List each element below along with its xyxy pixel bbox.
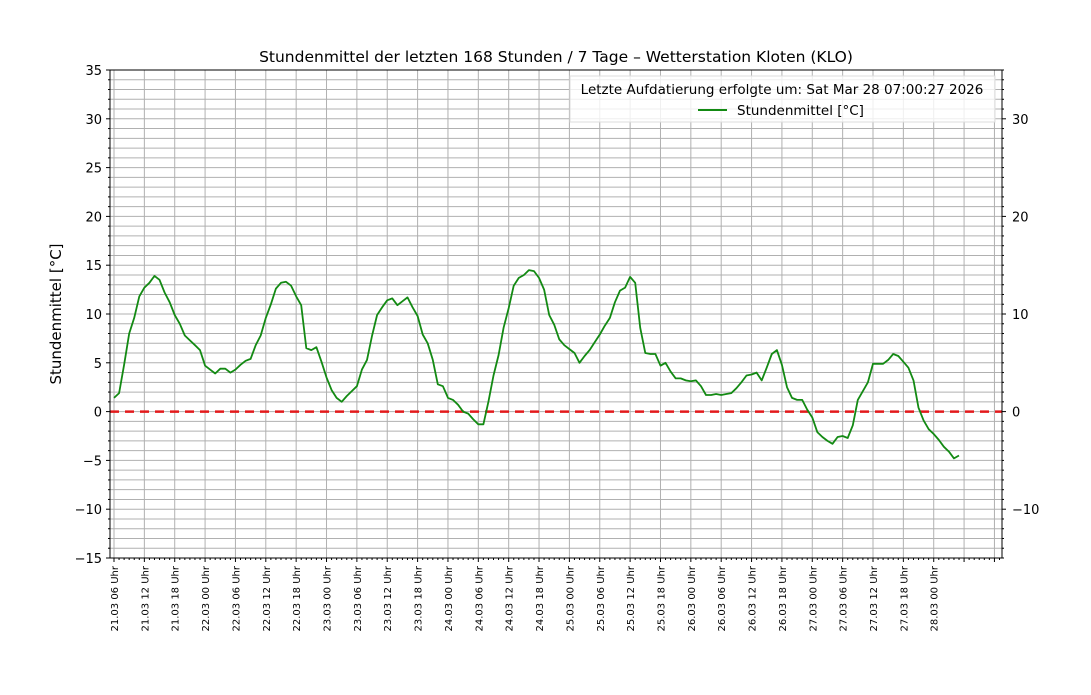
y-tick-label: 10 [85,308,102,323]
y-tick-label: 5 [94,357,102,372]
y-right-tick-label: 20 [1012,210,1029,225]
y-tick-label: 20 [85,210,102,225]
y-tick-label: −15 [75,552,102,567]
x-tick-label: 26.03 12 Uhr [748,565,759,631]
y-right-tick-label: −10 [1012,503,1039,518]
x-tick-label: 27.03 06 Uhr [839,565,850,631]
y-tick-label: −5 [83,454,102,469]
x-tick-label: 22.03 12 Uhr [262,565,273,631]
x-tick-label: 23.03 12 Uhr [383,565,394,631]
x-tick-label: 21.03 18 Uhr [171,565,182,631]
x-tick-label: 22.03 18 Uhr [292,565,303,631]
x-tick-label: 22.03 06 Uhr [231,565,242,631]
x-tick-label: 26.03 18 Uhr [778,565,789,631]
y-axis-label: Stundenmittel [°C] [47,243,65,384]
y-tick-label: 30 [85,113,102,128]
legend-label: Stundenmittel [°C] [737,103,864,119]
y-tick-label: 0 [94,406,102,421]
x-tick-label: 27.03 12 Uhr [869,565,880,631]
chart-title: Stundenmittel der letzten 168 Stunden / … [259,48,853,66]
x-tick-label: 24.03 06 Uhr [474,565,485,631]
x-tick-label: 23.03 00 Uhr [323,565,334,631]
series-layer [113,269,960,460]
x-tick-label: 25.03 12 Uhr [626,565,637,631]
y-right-tick-label: 10 [1012,308,1029,323]
grid [110,69,1002,559]
legend-title: Letzte Aufdatierung erfolgte um: Sat Mar… [581,82,984,98]
x-tick-label: 25.03 00 Uhr [565,565,576,631]
x-tick-label: 27.03 00 Uhr [808,565,819,631]
x-tick-label: 24.03 18 Uhr [535,565,546,631]
y-right-tick-label: 0 [1012,406,1020,421]
ticks: −15 −10 −5 0 5 10 15 20 25 30 35 −10 0 10 20 30 21.03 06… [75,64,1040,631]
x-tick-label: 24.03 00 Uhr [444,565,455,631]
x-tick-label: 28.03 00 Uhr [930,565,941,631]
x-tick-label: 22.03 00 Uhr [201,565,212,631]
y-tick-label: 35 [85,64,102,79]
legend: Letzte Aufdatierung erfolgte um: Sat Mar… [569,75,996,123]
x-tick-label: 27.03 18 Uhr [899,565,910,631]
y-tick-label: −10 [75,503,102,518]
x-tick-label: 26.03 06 Uhr [717,565,728,631]
y-tick-label: 15 [85,259,102,274]
x-tick-label: 21.03 12 Uhr [140,565,151,631]
x-tick-label: 21.03 06 Uhr [110,565,121,631]
x-tick-label: 23.03 18 Uhr [414,565,425,631]
y-tick-label: 25 [85,162,102,177]
x-tick-label: 26.03 00 Uhr [687,565,698,631]
legend-box [569,75,996,123]
x-tick-label: 25.03 06 Uhr [596,565,607,631]
series-line [113,269,960,460]
x-tick-label: 24.03 12 Uhr [505,565,516,631]
x-tick-label: 23.03 06 Uhr [353,565,364,631]
x-tick-label: 25.03 18 Uhr [656,565,667,631]
y-right-tick-label: 30 [1012,113,1029,128]
